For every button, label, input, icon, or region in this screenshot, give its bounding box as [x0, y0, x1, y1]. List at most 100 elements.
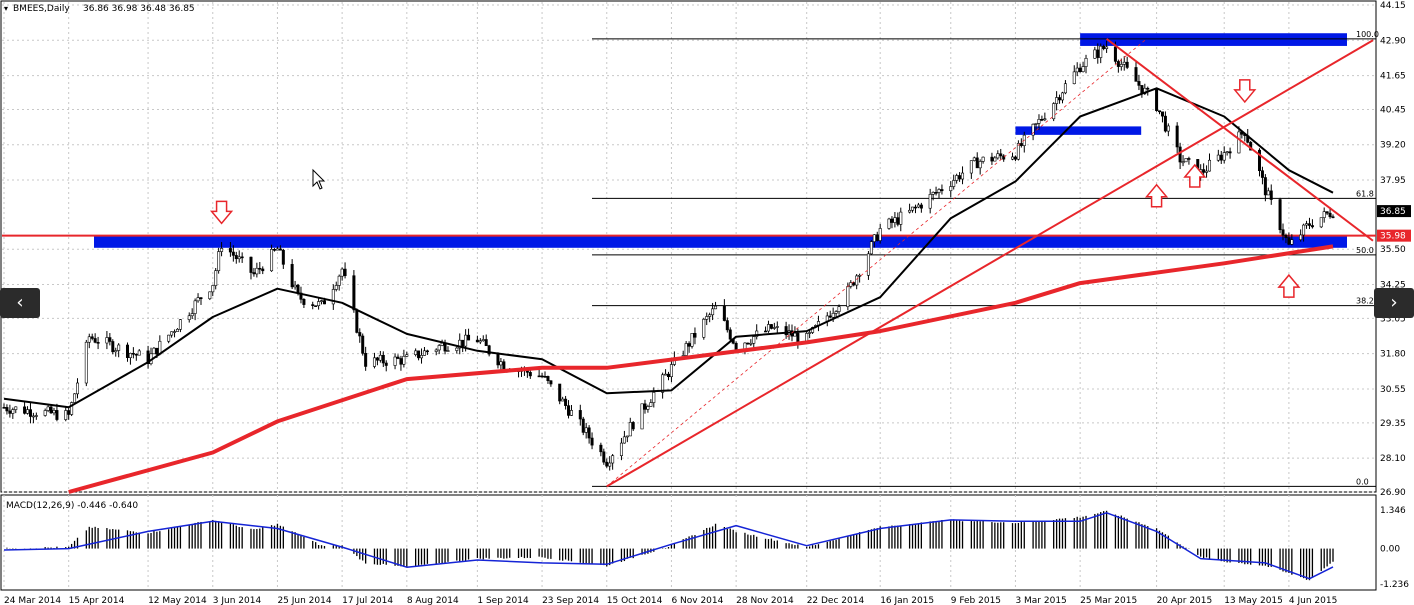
candle-body: [437, 345, 441, 351]
candle-body: [173, 331, 177, 333]
candle-body: [661, 374, 665, 393]
candle-body: [990, 156, 994, 162]
candle-body: [911, 206, 915, 211]
candle-body: [70, 402, 74, 415]
candle-body: [702, 319, 706, 338]
candle-body: [175, 328, 179, 332]
candle-body: [334, 285, 338, 290]
support-zone: [1080, 33, 1347, 46]
candle-body: [687, 343, 691, 347]
candle-body: [211, 285, 215, 293]
candle-body: [28, 409, 32, 417]
candle-body: [422, 350, 426, 356]
candle-body: [1040, 119, 1044, 121]
candle-body: [1322, 211, 1326, 218]
candle-body: [364, 353, 368, 367]
date-tick-label: 17 Jul 2014: [342, 596, 393, 605]
candle-body: [869, 241, 873, 255]
candle-body: [949, 186, 953, 192]
candle-body: [249, 256, 253, 273]
candle-body: [455, 347, 459, 351]
candle-body: [958, 175, 962, 180]
macd-signal-line: [3, 512, 1334, 580]
trend-line: [1105, 38, 1374, 242]
candle-body: [999, 153, 1003, 157]
mouse-cursor-icon: [312, 168, 326, 190]
candle-body: [908, 209, 912, 213]
candle-body: [764, 330, 768, 333]
candle-body: [558, 383, 562, 402]
chevron-right-icon[interactable]: ›: [1374, 288, 1414, 318]
price-tick-label: 41.65: [1380, 72, 1406, 82]
candle-body: [728, 329, 732, 340]
candle-body: [67, 410, 71, 415]
candle-body: [425, 350, 429, 353]
candle-body: [543, 375, 547, 378]
candle-body: [1034, 123, 1038, 125]
candle-body: [234, 255, 238, 260]
current-price-box: [1377, 205, 1411, 218]
candle-body: [487, 345, 491, 355]
candle-body: [1037, 119, 1041, 124]
candle-body: [1181, 161, 1185, 164]
candle-body: [969, 160, 973, 174]
candle-body: [690, 333, 694, 347]
candle-body: [578, 410, 582, 420]
candle-body: [955, 175, 959, 181]
red-level-label: 35.98: [1380, 232, 1406, 242]
candle-body: [261, 268, 265, 272]
candle-body: [587, 427, 591, 439]
candle-body: [1105, 46, 1109, 49]
candle-body: [546, 376, 550, 381]
candle-body: [981, 156, 985, 162]
candle-body: [31, 415, 35, 418]
candle-body: [1178, 146, 1182, 163]
date-tick-label: 15 Oct 2014: [607, 596, 663, 605]
date-tick-label: 23 Sep 2014: [542, 596, 599, 605]
candle-body: [1325, 211, 1329, 214]
date-tick-label: 13 May 2015: [1224, 596, 1283, 605]
price-tick-label: 29.35: [1380, 419, 1406, 429]
candle-body: [375, 357, 379, 361]
candle-body: [402, 355, 406, 365]
candle-body: [1134, 67, 1138, 82]
candle-body: [73, 393, 77, 403]
arrow-up-icon: [1144, 183, 1169, 208]
macd-pane-frame: [0, 494, 1377, 591]
candle-body: [831, 313, 835, 318]
candle-body: [1096, 49, 1100, 58]
candle-body: [611, 455, 615, 464]
candle-body: [919, 204, 923, 209]
candle-body: [352, 275, 356, 311]
candle-body: [1013, 156, 1017, 160]
candle-body: [561, 398, 565, 402]
candle-body: [1019, 143, 1023, 146]
candle-body: [872, 234, 876, 242]
date-tick-label: 25 Mar 2015: [1080, 596, 1137, 605]
candle-body: [649, 402, 653, 407]
candle-body: [296, 284, 300, 294]
chevron-left-icon[interactable]: ‹: [0, 288, 40, 318]
fibonacci-level-label: 61.8: [1356, 189, 1374, 198]
candle-body: [84, 341, 88, 384]
candle-body: [1137, 81, 1141, 86]
candle-body: [1319, 217, 1323, 228]
arrow-down-icon: [209, 200, 234, 225]
candle-body: [769, 324, 773, 329]
candle-body: [393, 356, 397, 366]
support-zone: [1015, 126, 1142, 135]
candle-body: [46, 406, 50, 411]
candle-body: [5, 407, 9, 412]
candle-body: [443, 342, 447, 352]
candle-body: [11, 409, 15, 414]
arrow-up-icon: [1277, 273, 1301, 298]
candle-body: [931, 192, 935, 195]
candle-body: [916, 204, 920, 208]
candle-body: [146, 350, 150, 365]
candle-body: [1269, 190, 1273, 200]
candle-body: [693, 333, 697, 338]
candle-body: [314, 305, 318, 307]
date-tick-label: 20 Apr 2015: [1157, 596, 1213, 605]
candle-body: [1099, 45, 1103, 58]
candle-body: [875, 234, 879, 241]
